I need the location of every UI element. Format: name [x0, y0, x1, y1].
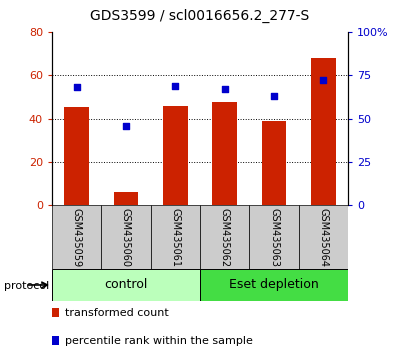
Bar — [299, 205, 348, 269]
Bar — [52, 205, 101, 269]
Point — [172, 83, 178, 88]
Text: Eset depletion: Eset depletion — [229, 279, 319, 291]
Text: GDS3599 / scl0016656.2_277-S: GDS3599 / scl0016656.2_277-S — [90, 9, 310, 23]
Text: GSM435061: GSM435061 — [170, 208, 180, 267]
Text: control: control — [104, 279, 148, 291]
Bar — [262, 121, 286, 205]
Point — [74, 85, 80, 90]
Point — [271, 93, 277, 99]
Bar — [101, 205, 151, 269]
Text: protocol: protocol — [4, 281, 49, 291]
Text: percentile rank within the sample: percentile rank within the sample — [65, 336, 253, 346]
Bar — [200, 269, 348, 301]
Bar — [200, 205, 249, 269]
Text: GSM435063: GSM435063 — [269, 208, 279, 267]
Text: GSM435064: GSM435064 — [318, 208, 328, 267]
Bar — [163, 105, 188, 205]
Text: GSM435060: GSM435060 — [121, 208, 131, 267]
Text: transformed count: transformed count — [65, 308, 169, 318]
Bar — [311, 58, 336, 205]
Text: GSM435059: GSM435059 — [72, 207, 82, 267]
Bar — [114, 192, 138, 205]
Bar — [151, 205, 200, 269]
Bar — [249, 205, 299, 269]
Point — [222, 86, 228, 92]
Bar — [64, 107, 89, 205]
Point — [320, 78, 326, 83]
Text: GSM435062: GSM435062 — [220, 207, 230, 267]
Bar — [52, 269, 200, 301]
Point — [123, 123, 129, 129]
Bar — [212, 102, 237, 205]
